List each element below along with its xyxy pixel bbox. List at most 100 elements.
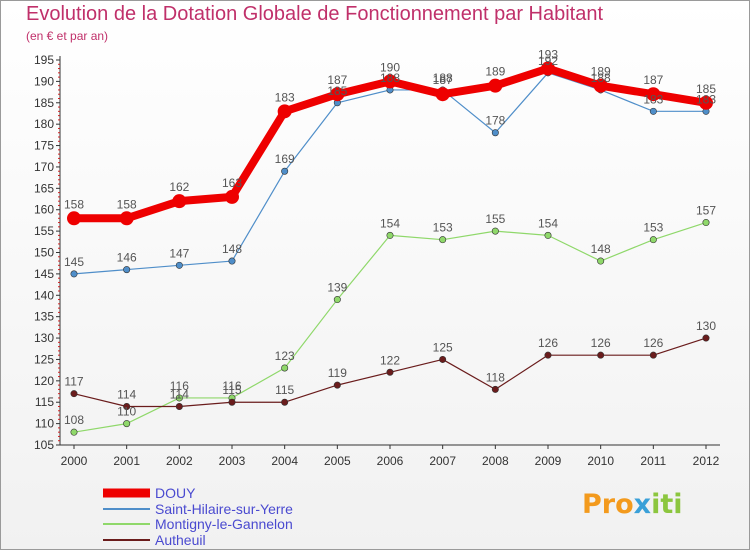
data-point	[67, 211, 81, 226]
legend-label: Saint-Hilaire-sur-Yerre	[155, 501, 293, 517]
data-label: 183	[643, 92, 663, 106]
data-point	[383, 74, 397, 89]
x-tick-label: 2002	[166, 454, 193, 468]
data-point	[544, 351, 552, 359]
y-tick-label: 195	[34, 53, 54, 67]
data-label: 147	[169, 246, 189, 260]
data-point	[175, 394, 183, 402]
legend-label: DOUY	[155, 485, 196, 501]
data-label: 155	[485, 212, 505, 226]
data-label: 185	[696, 82, 716, 96]
data-point	[70, 428, 78, 436]
data-point	[70, 270, 78, 278]
data-point	[225, 189, 239, 204]
y-tick-label: 160	[34, 203, 54, 217]
data-label: 108	[64, 413, 84, 427]
data-point	[281, 167, 289, 175]
x-tick-label: 2007	[429, 454, 456, 468]
data-point	[386, 231, 394, 239]
data-label: 116	[222, 379, 241, 393]
data-point	[277, 104, 292, 119]
data-label: 188	[380, 71, 400, 85]
y-tick-label: 180	[34, 117, 54, 131]
x-tick-label: 2000	[61, 454, 88, 468]
data-point	[281, 364, 289, 372]
legend-label: Montigny-le-Gannelon	[155, 516, 293, 532]
data-label: 157	[696, 204, 716, 218]
y-tick-label: 165	[34, 181, 54, 195]
data-point	[649, 107, 657, 115]
data-point	[488, 78, 503, 93]
data-point	[123, 266, 131, 274]
y-tick-label: 135	[34, 310, 54, 324]
y-tick-label: 190	[34, 74, 54, 88]
x-tick-label: 2009	[535, 454, 562, 468]
data-label: 158	[64, 197, 84, 211]
data-label: 148	[222, 242, 242, 256]
data-point	[119, 211, 134, 226]
data-label: 126	[591, 336, 611, 350]
data-label: 154	[380, 216, 400, 230]
data-point	[70, 390, 78, 398]
data-label: 146	[117, 251, 137, 265]
data-label: 183	[696, 92, 716, 106]
data-label: 154	[538, 216, 558, 230]
y-tick-label: 150	[34, 246, 54, 260]
data-point	[281, 398, 289, 406]
data-point	[123, 420, 131, 428]
proxiti-logo: Proxiti	[582, 489, 683, 520]
data-point	[175, 402, 183, 410]
data-label: 163	[222, 176, 242, 190]
y-tick-label: 185	[34, 96, 54, 110]
data-label: 139	[327, 281, 347, 295]
data-point	[541, 61, 555, 76]
x-tick-label: 2003	[219, 454, 246, 468]
data-point	[699, 95, 713, 110]
y-tick-label: 120	[34, 374, 54, 388]
axes: 105 110 115 120 125 130 135 140 145 150 155 160 165 1…	[34, 53, 720, 468]
data-label: 187	[643, 73, 663, 87]
y-tick-label: 125	[34, 352, 54, 366]
data-point	[228, 398, 236, 406]
data-point	[330, 87, 345, 102]
data-label: 158	[117, 197, 137, 211]
data-label: 125	[433, 340, 453, 354]
data-label: 115	[275, 383, 294, 397]
data-label: 145	[64, 255, 84, 269]
y-tick-label: 130	[34, 331, 54, 345]
data-point	[702, 219, 710, 227]
y-tick-label: 145	[34, 267, 54, 281]
y-tick-label: 140	[34, 288, 54, 302]
data-label: 169	[275, 152, 295, 166]
data-label: 178	[485, 114, 505, 128]
data-point	[172, 194, 187, 209]
x-tick-label: 2012	[693, 454, 720, 468]
x-tick-label: 2011	[640, 454, 666, 468]
series-line	[73, 72, 707, 275]
data-label: 110	[117, 405, 136, 419]
legend: DOUYSaint-Hilaire-sur-YerreMontigny-le-G…	[103, 485, 293, 548]
data-label: 189	[485, 65, 505, 79]
y-tick-label: 155	[34, 224, 54, 238]
x-tick-label: 2001	[113, 454, 140, 468]
y-tick-label: 175	[34, 139, 54, 153]
data-label: 116	[170, 379, 189, 393]
data-label: 119	[328, 366, 347, 380]
data-point	[649, 351, 657, 359]
data-point	[175, 261, 183, 269]
data-label: 190	[380, 60, 400, 74]
data-point	[333, 381, 341, 389]
chart-subtitle: (en € et par an)	[26, 29, 109, 43]
data-label: 153	[433, 221, 453, 235]
data-point	[435, 87, 450, 102]
y-tick-label: 170	[34, 160, 54, 174]
x-tick-label: 2010	[587, 454, 614, 468]
data-point	[491, 385, 499, 393]
data-point	[491, 129, 499, 137]
data-label: 192	[538, 54, 558, 68]
data-label: 126	[643, 336, 663, 350]
data-label: 193	[538, 48, 558, 62]
data-label: 114	[170, 388, 189, 402]
